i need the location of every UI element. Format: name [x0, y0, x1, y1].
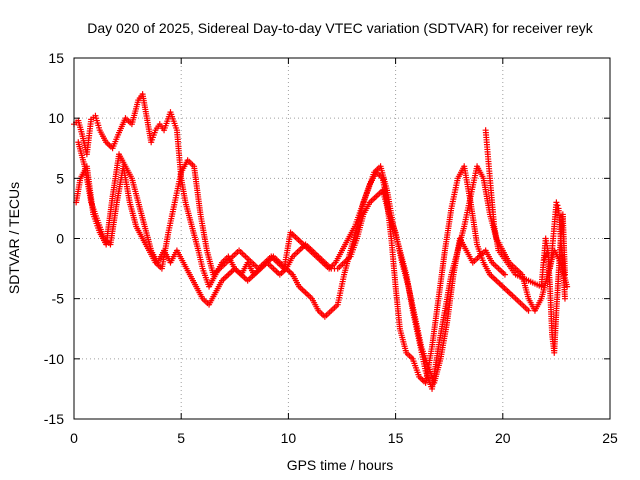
data-points	[71, 91, 571, 392]
x-tick-label: 25	[602, 430, 618, 446]
x-axis-label: GPS time / hours	[287, 457, 394, 473]
y-tick-label: -15	[44, 411, 64, 427]
chart-title: Day 020 of 2025, Sidereal Day-to-day VTE…	[87, 20, 593, 36]
y-tick-label: -5	[52, 291, 65, 307]
y-tick-label: 10	[48, 110, 64, 126]
x-tick-label: 0	[70, 430, 78, 446]
y-axis-ticks: -15 -10 -5 0 5 10 15	[44, 50, 610, 427]
data-point	[553, 199, 560, 206]
x-axis-ticks: 0 5 10 15 20 25	[70, 58, 618, 446]
x-tick-label: 15	[388, 430, 404, 446]
data-point	[540, 259, 547, 266]
data-point	[501, 271, 508, 278]
x-tick-label: 20	[495, 430, 511, 446]
y-tick-label: -10	[44, 351, 64, 367]
y-tick-label: 15	[48, 50, 64, 66]
y-tick-label: 0	[56, 231, 64, 247]
data-point	[554, 202, 561, 209]
data-point	[561, 295, 568, 302]
x-tick-label: 5	[177, 430, 185, 446]
y-tick-label: 5	[56, 170, 64, 186]
y-axis-label: SDTVAR / TECUs	[6, 182, 22, 294]
x-tick-label: 10	[281, 430, 297, 446]
data-point	[525, 307, 532, 314]
grid-lines	[74, 58, 610, 419]
